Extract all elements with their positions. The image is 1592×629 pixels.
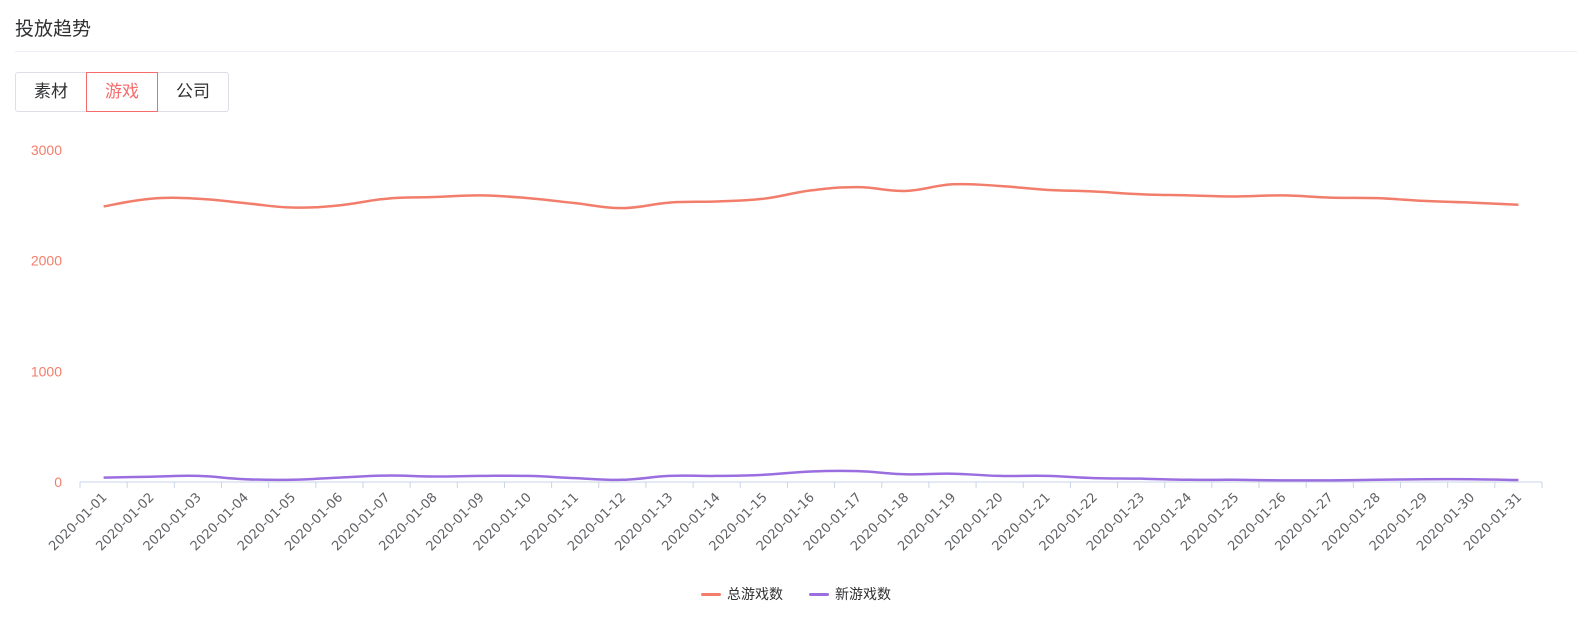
divider <box>15 51 1577 52</box>
tab-company[interactable]: 公司 <box>158 72 229 112</box>
legend-label-new: 新游戏数 <box>835 587 891 603</box>
legend-swatch-new <box>809 592 829 596</box>
y-tick-label: 0 <box>54 474 62 490</box>
y-tick-label: 1000 <box>31 363 62 379</box>
y-tick-label: 2000 <box>31 253 62 269</box>
y-tick-label: 3000 <box>31 142 62 158</box>
legend-item-new[interactable]: 新游戏数 <box>809 584 891 604</box>
series-line-new <box>103 469 1519 482</box>
tab-material[interactable]: 素材 <box>15 72 87 112</box>
legend-swatch-total <box>701 592 721 596</box>
chart-legend: 总游戏数 新游戏数 <box>0 584 1592 604</box>
legend-item-total[interactable]: 总游戏数 <box>701 584 783 604</box>
tab-game[interactable]: 游戏 <box>86 72 158 112</box>
section-title: 投放趋势 <box>15 18 92 40</box>
chart-canvas: 01000200030002020-01-012020-01-022020-01… <box>31 142 1543 554</box>
series-line-total <box>103 182 1519 210</box>
legend-label-total: 总游戏数 <box>727 587 783 603</box>
tab-group: 素材 游戏 公司 <box>15 72 229 112</box>
trend-chart: 0 1000 2000 3000 2020-01-01 2020-01-02 2020-01… <box>0 120 1592 629</box>
